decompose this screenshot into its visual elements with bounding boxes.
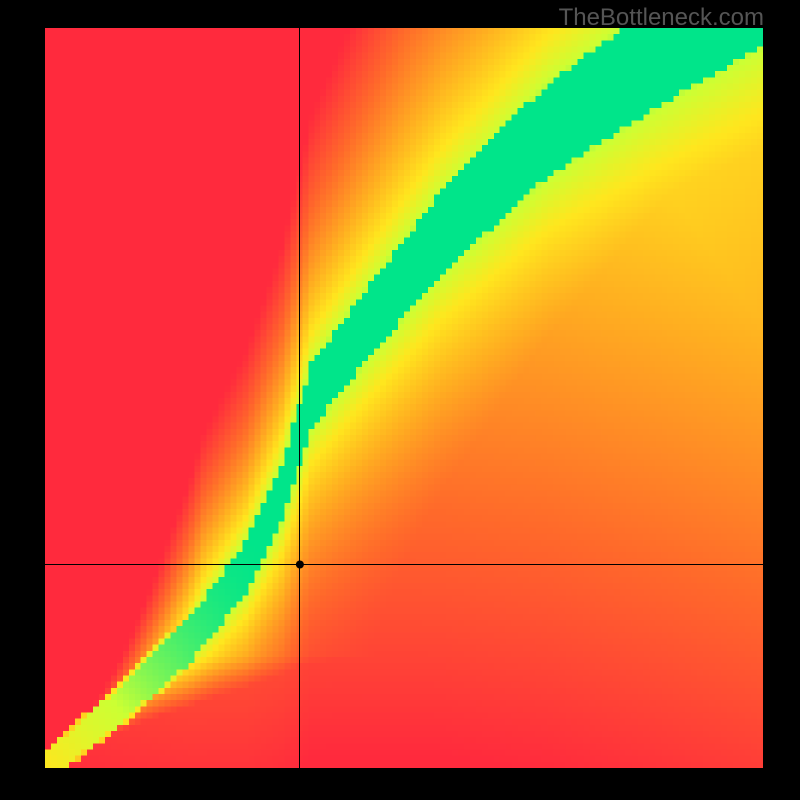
chart-container: TheBottleneck.com <box>0 0 800 800</box>
crosshair-marker-dot <box>296 561 304 569</box>
crosshair-marker <box>0 0 800 800</box>
